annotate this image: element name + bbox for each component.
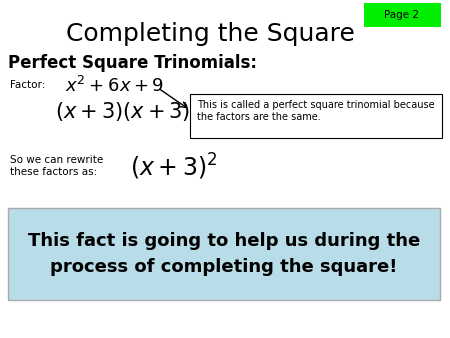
Text: $(x+3)^2$: $(x+3)^2$ <box>130 152 217 182</box>
FancyBboxPatch shape <box>190 94 442 138</box>
FancyBboxPatch shape <box>8 208 440 300</box>
Text: Page 2: Page 2 <box>384 10 419 20</box>
Text: This fact is going to help us during the
process of completing the square!: This fact is going to help us during the… <box>28 232 420 276</box>
Text: Completing the Square: Completing the Square <box>66 22 355 46</box>
Text: $(x+3)(x+3)$: $(x+3)(x+3)$ <box>55 100 190 123</box>
Text: This is called a perfect square trinomial because
the factors are the same.: This is called a perfect square trinomia… <box>197 100 435 122</box>
FancyBboxPatch shape <box>364 3 441 27</box>
Text: Perfect Square Trinomials:: Perfect Square Trinomials: <box>8 54 257 72</box>
Text: Factor:: Factor: <box>10 80 45 90</box>
Text: $x^2+6x+9$: $x^2+6x+9$ <box>65 76 164 96</box>
Text: So we can rewrite
these factors as:: So we can rewrite these factors as: <box>10 155 103 176</box>
